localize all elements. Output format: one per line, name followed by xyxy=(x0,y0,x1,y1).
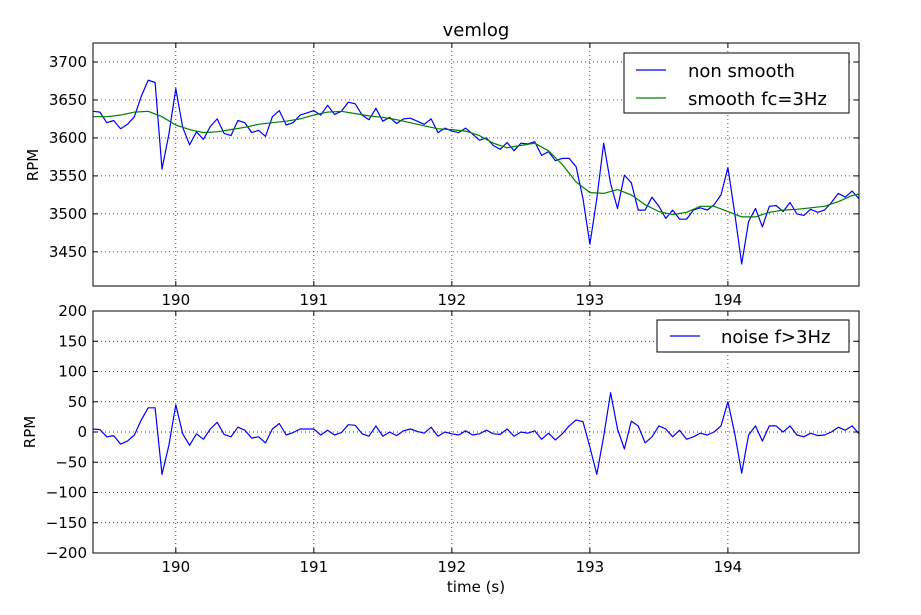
y-tick-label: 100 xyxy=(58,363,87,381)
bottom-y-axis-label: RPM xyxy=(21,416,39,448)
top-y-axis-label: RPM xyxy=(24,149,42,181)
legend-label-noise: noise f>3Hz xyxy=(721,327,830,348)
top-subplot: vemlog 190 191 192 193 194 3450 3500 3550 3600 36… xyxy=(24,20,860,309)
y-tick-label: 3500 xyxy=(49,205,87,223)
bottom-axis-ticks: 190 191 192 193 194 −200 −150 −100 −50 0 50 100 150 2… xyxy=(46,302,859,576)
bottom-series-lines xyxy=(93,392,859,475)
top-axis-ticks: 190 191 192 193 194 3450 3500 3550 3600 3650 3700 xyxy=(49,43,859,309)
y-tick-label: 3650 xyxy=(49,91,87,109)
top-legend: non smooth smooth fc=3Hz xyxy=(623,52,850,114)
top-axes-frame xyxy=(92,42,860,287)
chart-title: vemlog xyxy=(443,20,510,41)
x-tick-label: 193 xyxy=(576,558,605,576)
top-series-lines xyxy=(93,79,859,265)
y-tick-label: 3550 xyxy=(49,167,87,185)
legend-label-non-smooth: non smooth xyxy=(688,61,795,82)
x-axis-label: time (s) xyxy=(447,578,505,596)
x-tick-label: 194 xyxy=(714,558,743,576)
x-tick-label: 190 xyxy=(161,558,190,576)
y-tick-label: 150 xyxy=(58,332,87,350)
bottom-axes-frame xyxy=(92,310,860,554)
x-tick-label: 191 xyxy=(300,558,329,576)
y-tick-label: 3450 xyxy=(49,243,87,261)
y-tick-label: −50 xyxy=(55,453,87,471)
bottom-subplot: 190 191 192 193 194 −200 −150 −100 −50 0 50 100 150 2… xyxy=(21,302,860,596)
series-line-noise-f-3hz xyxy=(93,392,859,475)
y-tick-label: 50 xyxy=(68,393,87,411)
y-tick-label: 200 xyxy=(58,302,87,320)
bottom-legend: noise f>3Hz xyxy=(656,319,850,353)
y-tick-label: 0 xyxy=(77,423,87,441)
x-tick-label: 193 xyxy=(576,291,605,309)
y-tick-label: −200 xyxy=(46,544,87,562)
x-tick-label: 194 xyxy=(714,291,743,309)
y-tick-label: 3700 xyxy=(49,53,87,71)
y-tick-label: 3600 xyxy=(49,129,87,147)
legend-label-smooth: smooth fc=3Hz xyxy=(688,89,827,110)
series-line-non-smooth xyxy=(93,79,859,265)
x-tick-label: 191 xyxy=(300,291,329,309)
series-line-smooth-fc-3hz xyxy=(93,110,859,218)
x-tick-label: 192 xyxy=(438,291,467,309)
y-tick-label: −150 xyxy=(46,514,87,532)
top-legend-box xyxy=(623,52,850,114)
x-tick-label: 190 xyxy=(161,291,190,309)
y-tick-label: −100 xyxy=(46,484,87,502)
x-tick-label: 192 xyxy=(438,558,467,576)
